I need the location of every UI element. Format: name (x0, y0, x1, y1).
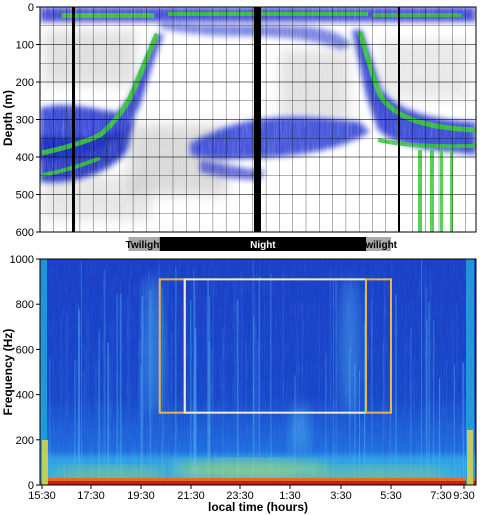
x-tick-label: 5:30 (380, 490, 401, 502)
x-tick-label: 3:30 (330, 490, 351, 502)
highlight-box (365, 278, 392, 414)
x-tick-label: 1:30 (279, 490, 300, 502)
spectrogram-x-ticks: 15:30 17:30 19:30 21:30 23:30 1:30 3:30 5:30 7:3… (28, 485, 475, 502)
band-label: Twilight (360, 240, 398, 251)
spectrogram-image (40, 259, 476, 485)
x-tick-label: 19:30 (127, 490, 155, 502)
spectrogram-panel: Frequency (Hz) 0 200 400 600 800 1000 15:30 17… (1, 254, 477, 514)
x-tick-label: 17:30 (77, 490, 105, 502)
x-tick-label: 9:30 (453, 490, 474, 502)
y-tick-label: 100 (16, 40, 34, 52)
echogram-marker-line (72, 7, 75, 232)
band-segment (128, 237, 160, 251)
spectrogram-noise (40, 259, 476, 485)
x-tick-label: 7:30 (430, 490, 451, 502)
y-tick-label: 500 (16, 190, 34, 202)
y-axis-title-depth: Depth (m) (1, 90, 15, 146)
spectrogram-frame (39, 258, 477, 486)
twilight-night-band: Twilight Night Twilight (126, 237, 398, 251)
band-segment (366, 237, 391, 251)
x-tick-label: 23:30 (226, 490, 254, 502)
spectrogram-y-ticks: 0 200 400 600 800 1000 (10, 254, 40, 492)
y-axis-title-frequency: Frequency (Hz) (1, 329, 15, 416)
y-tick-label: 400 (16, 152, 34, 164)
y-tick-label: 600 (16, 344, 34, 356)
y-tick-label: 200 (16, 77, 34, 89)
y-tick-label: 600 (16, 227, 34, 239)
x-tick-label: 21:30 (177, 490, 205, 502)
y-tick-label: 800 (16, 299, 34, 311)
y-tick-label: 400 (16, 390, 34, 402)
band-label: Twilight (126, 240, 164, 251)
band-segment (159, 237, 366, 251)
x-tick-label: 15:30 (28, 490, 56, 502)
echogram-y-ticks: 0 100 200 300 400 500 600 (16, 2, 40, 239)
y-tick-label: 300 (16, 115, 34, 127)
highlight-boxes (158, 278, 392, 414)
echogram-panel: Depth (m) 0 100 200 300 400 500 600 (1, 2, 477, 239)
band-label: Night (250, 240, 276, 251)
x-axis-title: local time (hours) (208, 500, 308, 514)
y-tick-label: 1000 (10, 254, 34, 266)
y-tick-label: 200 (16, 435, 34, 447)
echogram-marker-line (254, 7, 261, 232)
y-tick-label: 0 (28, 480, 34, 492)
y-tick-label: 0 (28, 2, 34, 14)
echogram-marker-line (398, 7, 400, 232)
